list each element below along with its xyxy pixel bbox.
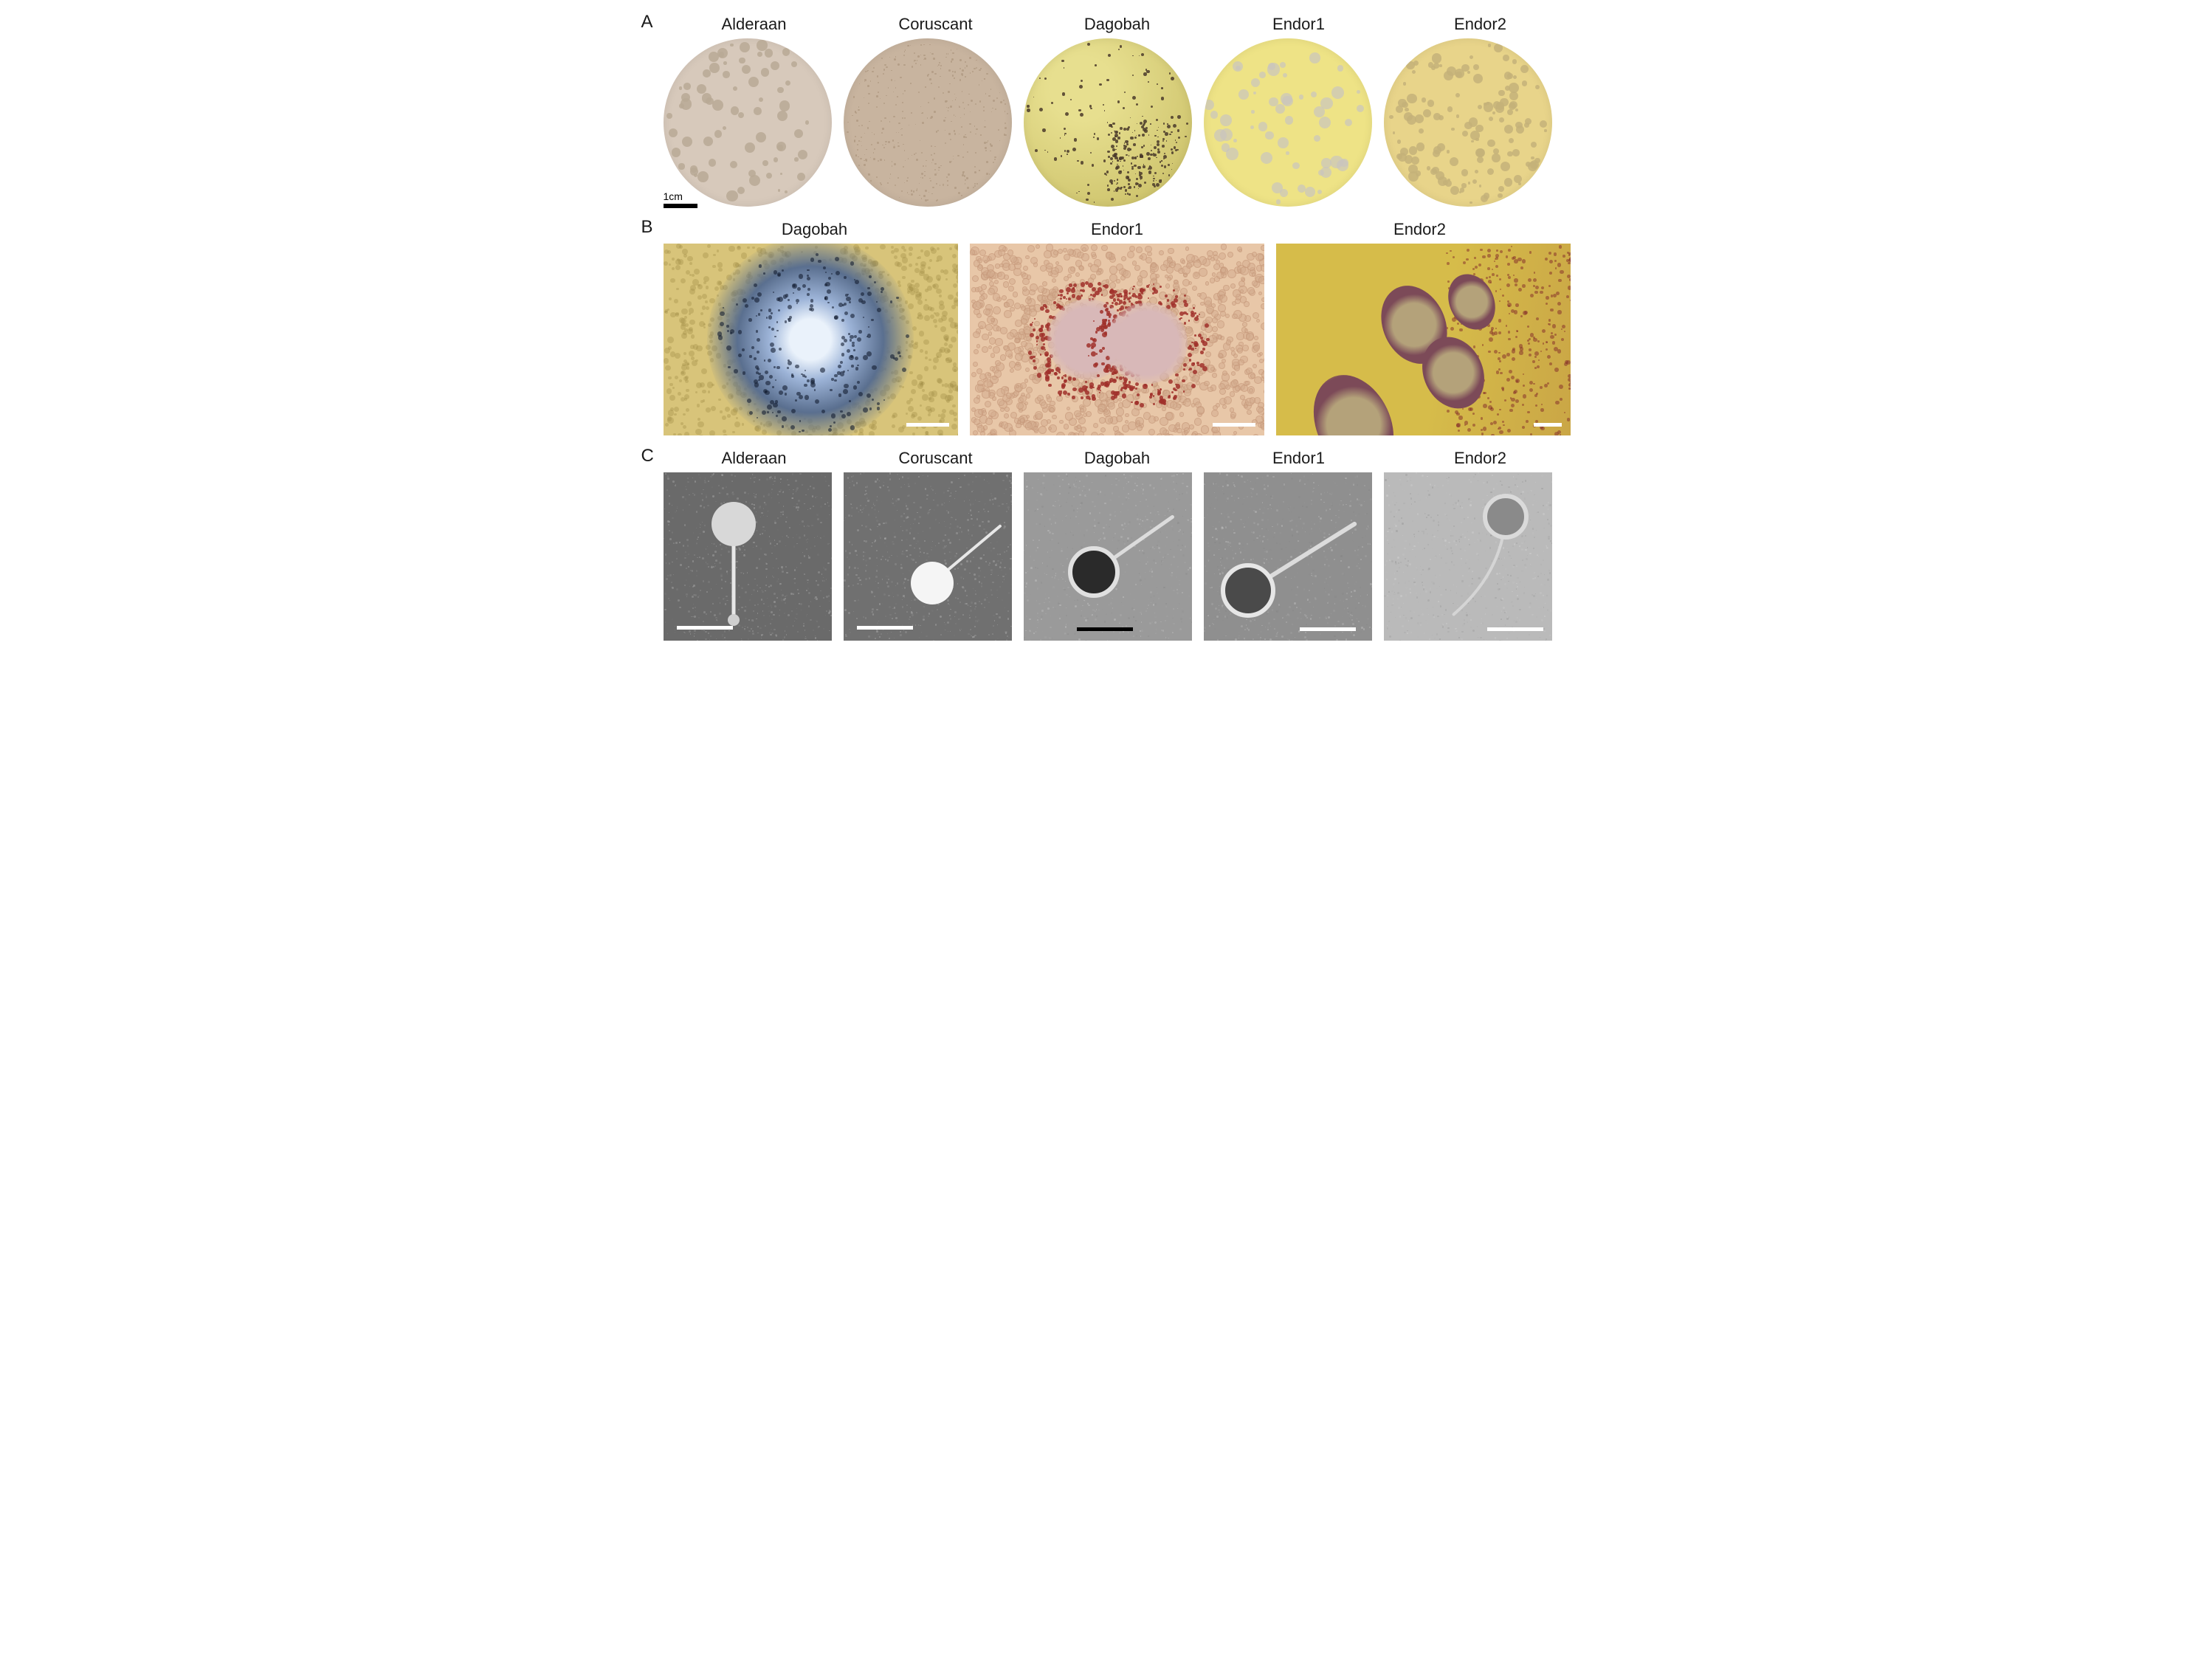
petri-plate [1024, 38, 1192, 207]
scale-bar [1534, 423, 1562, 427]
scale-bar [1077, 627, 1133, 631]
plate-title: Alderaan [670, 15, 838, 34]
scale-bar-label: 1cm [664, 190, 683, 202]
panel-a-header: Alderaan Coruscant Dagobah Endor1 Endor2 [664, 15, 1571, 34]
scale-bar [677, 626, 733, 630]
scale-bar [906, 423, 949, 427]
closeup-title: Dagobah [667, 220, 962, 239]
panel-b-header: Dagobah Endor1 Endor2 [664, 220, 1571, 239]
petri-plate [1384, 38, 1552, 207]
em-title: Endor1 [1215, 449, 1383, 468]
panel-a-label: A [641, 12, 653, 32]
figure-root: A Alderaan Coruscant Dagobah Endor1 Endor2 1… [641, 15, 1571, 641]
closeup-image [1276, 244, 1571, 435]
em-title: Alderaan [670, 449, 838, 468]
scale-bar [1213, 423, 1255, 427]
em-image [1204, 472, 1372, 641]
panel-b-body [664, 244, 1571, 435]
petri-plate [1204, 38, 1372, 207]
panel-c-body [664, 472, 1571, 641]
petri-plate [664, 38, 832, 207]
plate-title: Dagobah [1033, 15, 1202, 34]
em-image [1384, 472, 1552, 641]
scale-bar [664, 204, 697, 208]
em-image [664, 472, 832, 641]
em-title: Dagobah [1033, 449, 1202, 468]
petri-plate [844, 38, 1012, 207]
scale-bar [1487, 627, 1543, 631]
em-title: Endor2 [1396, 449, 1565, 468]
em-image [1024, 472, 1192, 641]
scale-bar [857, 626, 913, 630]
panel-c-header: Alderaan Coruscant Dagobah Endor1 Endor2 [664, 449, 1571, 468]
plate-title: Coruscant [852, 15, 1020, 34]
scale-bar [1300, 627, 1356, 631]
panel-c-label: C [641, 446, 654, 466]
closeup-title: Endor1 [970, 220, 1265, 239]
em-image [844, 472, 1012, 641]
closeup-title: Endor2 [1272, 220, 1568, 239]
panel-c: C Alderaan Coruscant Dagobah Endor1 Endor2 [641, 449, 1571, 641]
em-title: Coruscant [852, 449, 1020, 468]
closeup-image [664, 244, 958, 435]
plate-title: Endor1 [1215, 15, 1383, 34]
panel-b: B Dagobah Endor1 Endor2 [641, 220, 1571, 435]
closeup-image [970, 244, 1264, 435]
plate-title: Endor2 [1396, 15, 1565, 34]
panel-a: A Alderaan Coruscant Dagobah Endor1 Endor2 1… [641, 15, 1571, 207]
panel-a-body: 1cm [664, 38, 1571, 207]
panel-b-label: B [641, 217, 653, 238]
